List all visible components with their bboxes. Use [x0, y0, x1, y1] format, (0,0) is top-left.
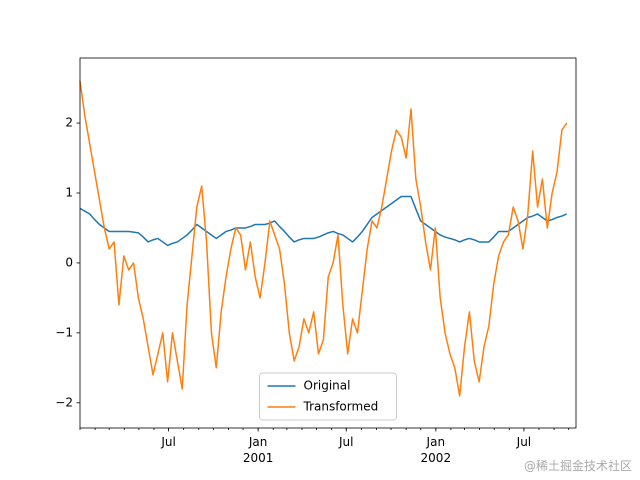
- x-tick-label: Jul: [161, 435, 176, 449]
- watermark: @稀土掘金技术社区: [523, 459, 632, 473]
- plot-frame: [79, 57, 577, 429]
- legend: Original Transformed: [259, 372, 397, 421]
- y-tick-label: 0: [65, 255, 73, 269]
- y-tick-label: −1: [55, 325, 73, 339]
- x-tick-label: Jan 2002: [420, 435, 452, 465]
- y-tick-label: 2: [65, 116, 73, 130]
- legend-label: Transformed: [303, 400, 379, 414]
- y-tick-label: −2: [55, 395, 73, 409]
- legend-label: Original: [304, 379, 351, 393]
- x-tick-label: Jul: [516, 435, 532, 449]
- legend-box: [259, 372, 397, 421]
- x-tick-label: Jan 2001: [242, 435, 274, 465]
- series-line: [79, 80, 568, 397]
- x-tick-label: Jul: [339, 435, 354, 449]
- y-tick-label: 1: [65, 185, 73, 199]
- series-line: [79, 195, 568, 247]
